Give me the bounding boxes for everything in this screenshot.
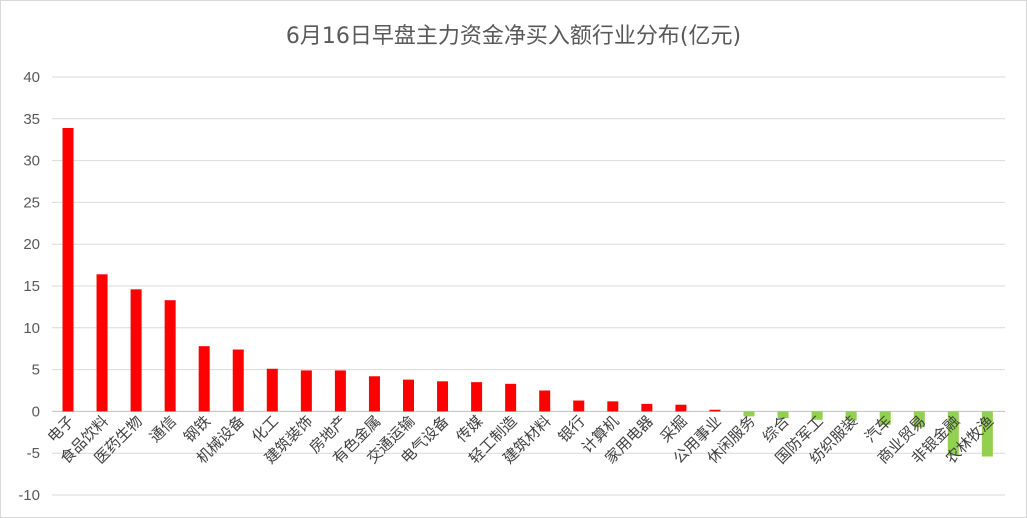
- bar: [573, 400, 585, 412]
- y-tick-label: 30: [23, 153, 40, 170]
- y-tick-label: 10: [23, 320, 40, 337]
- bar: [539, 390, 551, 412]
- bar: [607, 401, 619, 412]
- bar: [198, 346, 210, 412]
- bar: [266, 368, 278, 412]
- y-tick-label: 5: [32, 362, 40, 379]
- bar: [62, 127, 74, 412]
- y-tick-label: 35: [23, 111, 40, 128]
- bar: [368, 376, 380, 412]
- gridlines: [52, 76, 1005, 496]
- bar: [845, 411, 857, 421]
- y-axis-tick-labels: 40 35 30 25 20 15 10 5 0 -5 -10: [18, 69, 40, 504]
- y-tick-label: 40: [23, 69, 40, 86]
- bar: [403, 379, 414, 412]
- y-tick-label: -10: [18, 487, 40, 504]
- bar: [96, 274, 108, 412]
- bar: [232, 349, 244, 412]
- bar: [947, 411, 959, 456]
- y-tick-label: 25: [23, 194, 40, 211]
- bar: [777, 411, 789, 419]
- bar: [913, 411, 925, 428]
- x-axis-category-labels: 电子食品饮料医药生物 通信 钢铁机械设备 化工建筑装饰房地产有色金属交通运输电气设备传…: [44, 412, 997, 467]
- bar: [437, 381, 449, 412]
- bar: [641, 403, 653, 412]
- bar: [709, 409, 721, 412]
- y-tick-label: 0: [32, 403, 40, 420]
- bar: [981, 411, 993, 457]
- bar: [471, 382, 483, 412]
- chart-title: 6月16日早盘主力资金净买入额行业分布(亿元): [285, 24, 742, 49]
- bar: [300, 370, 312, 412]
- bar: [879, 411, 891, 425]
- bar: [164, 300, 176, 412]
- bar: [334, 370, 346, 412]
- y-tick-label: 15: [23, 278, 40, 295]
- bar: [505, 383, 517, 412]
- y-tick-label: 20: [23, 236, 40, 253]
- y-tick-label: -5: [27, 445, 40, 462]
- bar: [811, 411, 823, 420]
- x-category-label: 通信: [146, 412, 180, 446]
- bar: [675, 404, 687, 412]
- bar: [130, 289, 142, 412]
- bars: [62, 127, 993, 457]
- bar: [743, 411, 755, 417]
